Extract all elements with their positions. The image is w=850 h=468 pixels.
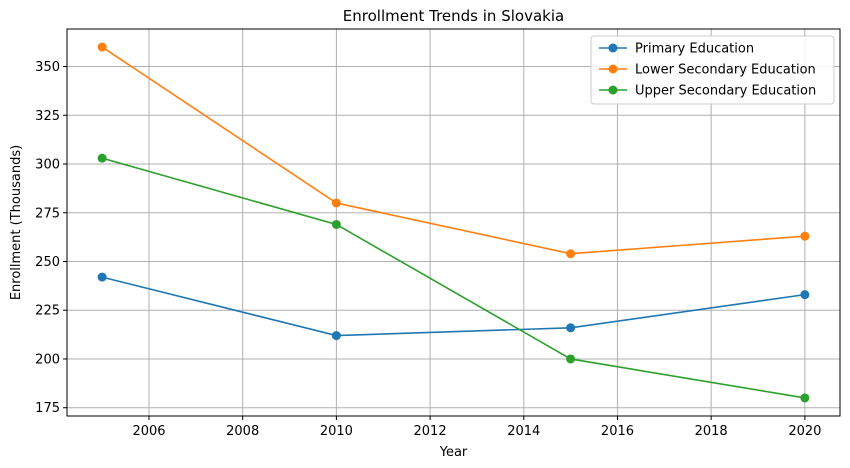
x-tick-label: 2020 (788, 424, 821, 439)
y-tick-label: 200 (35, 352, 60, 367)
legend-box (590, 35, 835, 105)
x-tick-label: 2014 (507, 424, 540, 439)
series-1 (97, 272, 810, 341)
plot-frame (66, 28, 841, 417)
series-3 (97, 153, 810, 403)
y-tick-label: 300 (35, 158, 60, 173)
y-axis: 175 200 225 250 275 300 325 350 (35, 60, 67, 416)
x-tick-label: 2008 (226, 424, 259, 439)
legend-label: Primary Education (635, 42, 754, 57)
data-point (800, 290, 810, 300)
y-tick-label: 325 (35, 109, 60, 124)
data-point (97, 42, 107, 52)
y-tick-label: 175 (35, 401, 60, 416)
legend-item: Upper Secondary Education (599, 84, 816, 99)
y-tick-label: 250 (35, 255, 60, 270)
data-point (566, 249, 576, 259)
data-point (97, 272, 107, 282)
legend-label: Lower Secondary Education (635, 63, 816, 78)
series-line (101, 276, 805, 337)
data-point (800, 393, 810, 403)
x-tick-label: 2016 (601, 424, 634, 439)
data-point (331, 198, 341, 208)
series-2 (97, 42, 810, 259)
x-tick-label: 2006 (132, 424, 165, 439)
data-point (331, 219, 341, 229)
x-tick-label: 2010 (320, 424, 353, 439)
y-tick-label: 350 (35, 60, 60, 75)
legend-item: Primary Education (599, 42, 754, 57)
chart-title: Enrollment Trends in Slovakia (343, 7, 564, 25)
series-layer (97, 42, 810, 403)
legend-marker (608, 43, 618, 53)
y-axis-label: Enrollment (Thousands) (9, 145, 24, 300)
legend: Primary Education Lower Secondary Educati… (590, 35, 835, 105)
data-point (97, 153, 107, 163)
data-point (800, 231, 810, 241)
y-tick-label: 275 (35, 206, 60, 221)
legend-marker (608, 85, 618, 95)
x-axis-label: Year (439, 445, 468, 460)
series-line (101, 46, 805, 255)
legend-item: Lower Secondary Education (599, 63, 816, 78)
legend-label: Upper Secondary Education (635, 84, 816, 99)
x-axis: 2006 2008 2010 2012 2014 2016 2018 2020 (132, 416, 821, 439)
x-tick-label: 2012 (414, 424, 447, 439)
x-tick-label: 2018 (695, 424, 728, 439)
series-line (101, 157, 805, 399)
legend-marker (608, 64, 618, 74)
data-point (566, 354, 576, 364)
data-point (331, 331, 341, 341)
data-point (566, 323, 576, 333)
y-tick-label: 225 (35, 304, 60, 319)
